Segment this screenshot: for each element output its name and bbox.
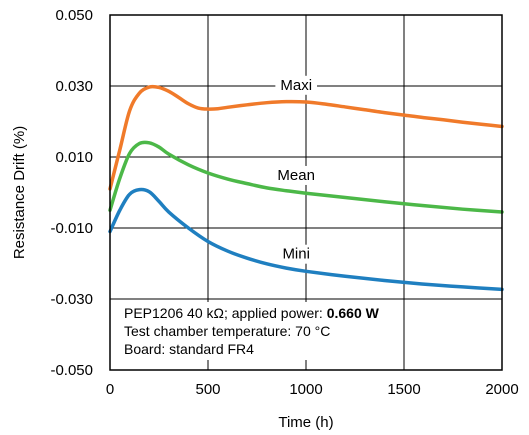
series-label-background (272, 165, 320, 185)
x-tick-label: 2000 (485, 381, 518, 398)
y-tick-label: -0.010 (50, 220, 93, 237)
series-lines (108, 84, 504, 292)
plot-frame (109, 14, 503, 371)
y-axis-label: Resistance Drift (%) (11, 126, 28, 259)
series-label-mini: Mini (282, 246, 310, 263)
x-axis-label: Time (h) (278, 414, 333, 431)
annotation-box: PEP1206 40 kΩ; applied power: 0.660 W Te… (120, 302, 386, 360)
annotation-line-3: Board: standard FR4 (124, 341, 254, 357)
annotation-background (120, 302, 386, 360)
y-tick-label: 0.030 (55, 78, 93, 95)
y-tick-label: 0.010 (55, 149, 93, 166)
x-tick-label: 1000 (289, 381, 322, 398)
series-label-background (277, 244, 315, 264)
series-label-background (275, 75, 318, 95)
annotation-line-1: PEP1206 40 kΩ; applied power: 0.660 W (124, 305, 380, 321)
annotation-line-1-power: 0.660 W (327, 305, 380, 321)
series-label-maxi: Maxi (280, 77, 312, 94)
series-labels: Maxi Mean Mini (272, 75, 320, 264)
series-line-mini (108, 187, 504, 292)
series-line-mean (108, 140, 504, 214)
y-tick-label: 0.050 (55, 7, 93, 24)
x-tick-labels: 0 500 1000 1500 2000 (106, 381, 519, 398)
y-tick-label: -0.030 (50, 291, 93, 308)
annotation-line-2: Test chamber temperature: 70 °C (124, 323, 330, 339)
x-tick-label: 1500 (387, 381, 420, 398)
series-label-mean: Mean (277, 167, 315, 184)
y-tick-labels: -0.050 -0.030 -0.010 0.010 0.030 0.050 (50, 7, 93, 379)
x-tick-label: 0 (106, 381, 114, 398)
annotation-line-1-text: PEP1206 40 kΩ; applied power: (124, 305, 327, 321)
x-tick-label: 500 (195, 381, 220, 398)
y-tick-label: -0.050 (50, 362, 93, 379)
series-line-maxi (108, 84, 504, 191)
